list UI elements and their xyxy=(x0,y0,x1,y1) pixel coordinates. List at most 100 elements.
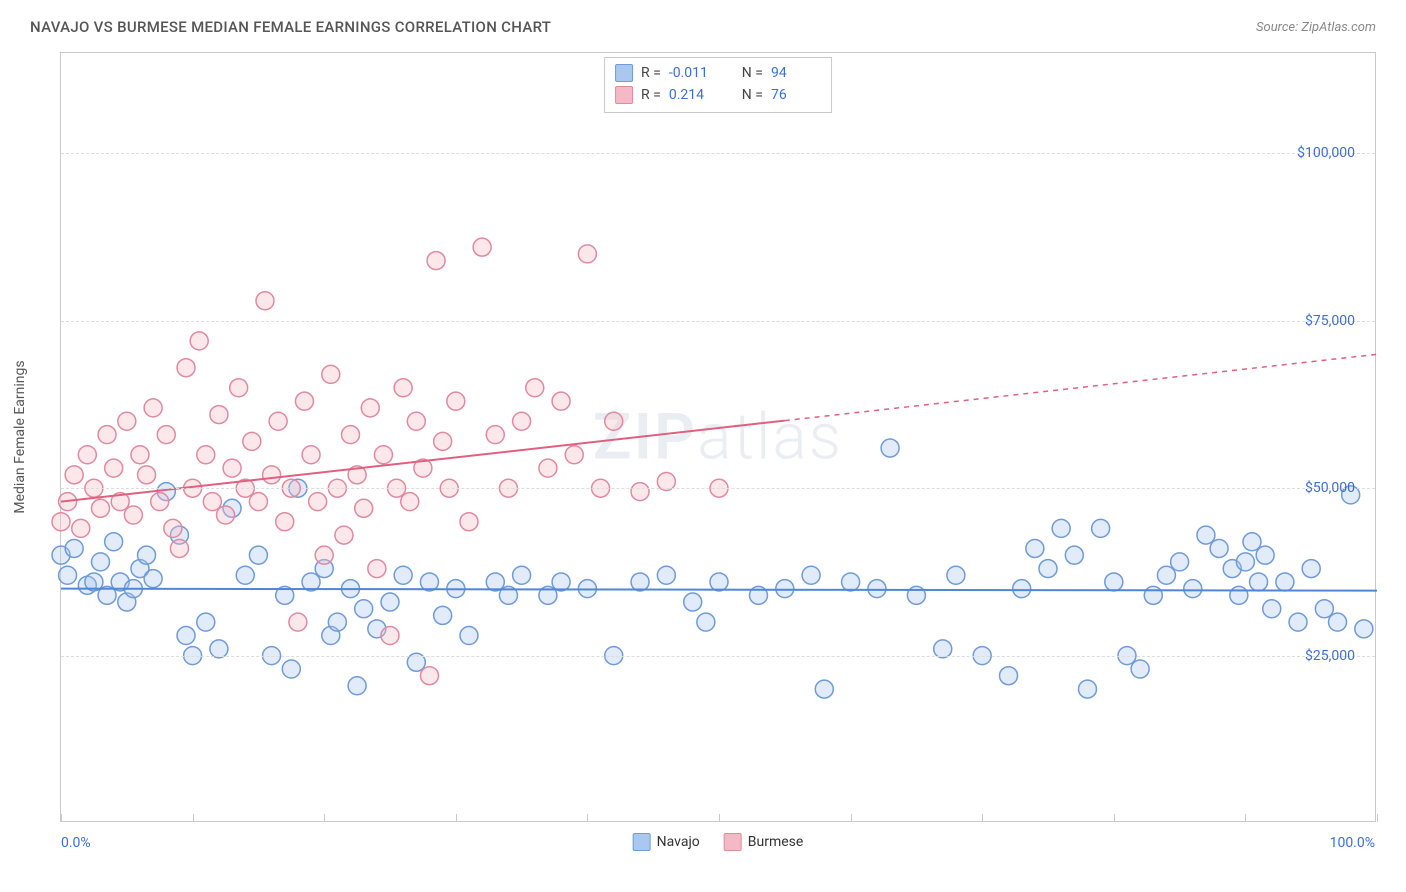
x-tick xyxy=(61,814,62,822)
data-point xyxy=(328,613,346,631)
data-point xyxy=(59,566,77,584)
data-point xyxy=(1289,613,1307,631)
x-tick xyxy=(324,814,325,822)
data-point xyxy=(1171,553,1189,571)
data-point xyxy=(124,506,142,524)
data-point xyxy=(151,493,169,511)
data-point xyxy=(223,459,241,477)
data-point xyxy=(72,519,90,537)
data-point xyxy=(434,606,452,624)
data-point xyxy=(381,593,399,611)
data-point xyxy=(1210,539,1228,557)
data-point xyxy=(105,459,123,477)
data-point xyxy=(78,446,96,464)
data-point xyxy=(513,566,531,584)
data-point xyxy=(295,392,313,410)
data-point xyxy=(401,493,419,511)
x-tick xyxy=(1377,814,1378,822)
gridline xyxy=(61,153,1375,154)
legend-swatch xyxy=(724,833,742,851)
data-point xyxy=(947,566,965,584)
data-point xyxy=(802,566,820,584)
data-point xyxy=(1184,580,1202,598)
data-point xyxy=(1039,560,1057,578)
data-point xyxy=(842,573,860,591)
data-point xyxy=(631,573,649,591)
data-point xyxy=(1157,566,1175,584)
data-point xyxy=(1329,613,1347,631)
data-point xyxy=(1000,667,1018,685)
data-point xyxy=(513,412,531,430)
data-point xyxy=(98,426,116,444)
data-point xyxy=(144,399,162,417)
y-tick-label: $50,000 xyxy=(1305,480,1355,496)
data-point xyxy=(1315,600,1333,618)
data-point xyxy=(249,493,267,511)
legend-swatch xyxy=(633,833,651,851)
data-point xyxy=(236,566,254,584)
data-point xyxy=(91,553,109,571)
chart-container: Median Female Earnings ZIPatlas R = -0.0… xyxy=(30,52,1376,822)
data-point xyxy=(631,483,649,501)
data-point xyxy=(552,573,570,591)
data-point xyxy=(105,533,123,551)
data-point xyxy=(302,446,320,464)
data-point xyxy=(381,627,399,645)
data-point xyxy=(197,446,215,464)
data-point xyxy=(256,292,274,310)
data-point xyxy=(1026,539,1044,557)
data-point xyxy=(243,432,261,450)
x-tick xyxy=(1114,814,1115,822)
data-point xyxy=(460,627,478,645)
data-point xyxy=(190,332,208,350)
data-point xyxy=(177,359,195,377)
data-point xyxy=(881,439,899,457)
y-tick-label: $75,000 xyxy=(1305,313,1355,329)
data-point xyxy=(230,379,248,397)
data-point xyxy=(263,466,281,484)
data-point xyxy=(65,466,83,484)
data-point xyxy=(1078,680,1096,698)
y-tick-label: $25,000 xyxy=(1305,648,1355,664)
data-point xyxy=(138,466,156,484)
data-point xyxy=(1065,546,1083,564)
data-point xyxy=(776,580,794,598)
data-point xyxy=(578,245,596,263)
data-point xyxy=(815,680,833,698)
data-point xyxy=(447,392,465,410)
data-point xyxy=(65,539,83,557)
x-tick xyxy=(1245,814,1246,822)
data-point xyxy=(710,573,728,591)
data-point xyxy=(1256,546,1274,564)
data-point xyxy=(1355,620,1373,638)
x-tick xyxy=(456,814,457,822)
data-point xyxy=(1131,660,1149,678)
x-tick xyxy=(982,814,983,822)
trend-line-dashed xyxy=(785,354,1377,420)
trend-line-solid xyxy=(61,589,1377,591)
data-point xyxy=(1263,600,1281,618)
data-point xyxy=(131,446,149,464)
data-point xyxy=(486,573,504,591)
data-point xyxy=(657,566,675,584)
data-point xyxy=(282,660,300,678)
legend-item: Burmese xyxy=(724,833,804,851)
data-point xyxy=(315,546,333,564)
x-axis-min-label: 0.0% xyxy=(61,835,91,851)
data-point xyxy=(52,513,70,531)
y-axis-label: Median Female Earnings xyxy=(12,360,28,513)
data-point xyxy=(1105,573,1123,591)
data-point xyxy=(118,412,136,430)
data-point xyxy=(374,446,392,464)
data-point xyxy=(420,667,438,685)
chart-title: NAVAJO VS BURMESE MEDIAN FEMALE EARNINGS… xyxy=(30,18,551,36)
data-point xyxy=(368,560,386,578)
data-point xyxy=(868,580,886,598)
data-point xyxy=(1236,553,1254,571)
data-point xyxy=(1197,526,1215,544)
data-point xyxy=(407,412,425,430)
data-point xyxy=(697,613,715,631)
data-point xyxy=(348,677,366,695)
data-point xyxy=(1243,533,1261,551)
gridline xyxy=(61,321,1375,322)
